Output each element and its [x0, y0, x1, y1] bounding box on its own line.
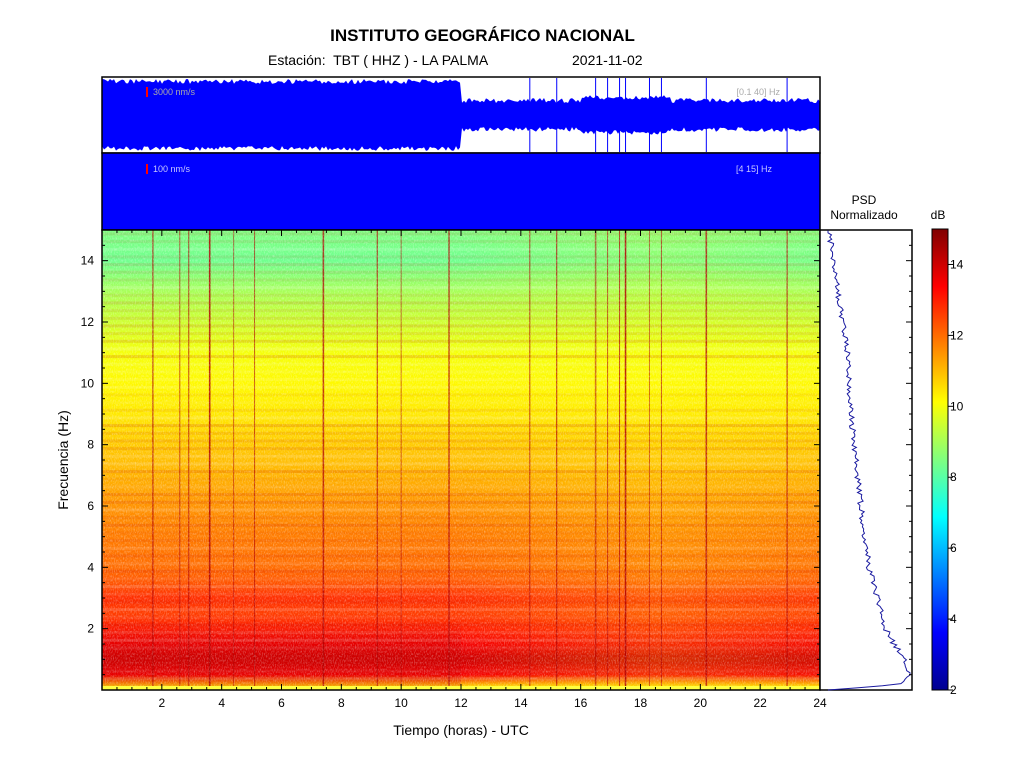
- x-tick-label: 2: [158, 696, 165, 710]
- y-tick-label: 6: [87, 499, 94, 513]
- x-tick-label: 16: [574, 696, 588, 710]
- colorbar: dB 2 4 6 8 10 12 14: [931, 208, 964, 697]
- broadband-seismogram: [102, 78, 820, 152]
- psd-title: PSD: [852, 193, 877, 207]
- x-tick-label: 20: [694, 696, 708, 710]
- colorbar-tick-label: 2: [950, 683, 957, 697]
- psd-subtitle: Normalizado: [830, 208, 898, 222]
- x-tick-label: 10: [394, 696, 408, 710]
- y-tick-label: 8: [87, 438, 94, 452]
- x-tick-label: 22: [753, 696, 767, 710]
- trace-panel-broadband: 3000 nm/s [0.1 40] Hz: [101, 76, 821, 154]
- x-tick-label: 6: [278, 696, 285, 710]
- station-label: Estación: TBT ( HHZ ) - LA PALMA: [268, 52, 489, 68]
- trace-envelope: [102, 79, 820, 151]
- x-tick-label: 24: [813, 696, 827, 710]
- colorbar-tick-label: 8: [950, 470, 957, 484]
- colorbar-tick-label: 12: [950, 328, 964, 342]
- x-tick-label: 8: [338, 696, 345, 710]
- colorbar-tick-label: 10: [950, 399, 964, 413]
- colorbar-unit: dB: [931, 208, 946, 222]
- spectrogram-noise-texture: [102, 230, 820, 690]
- date-label: 2021-11-02: [572, 52, 643, 68]
- x-tick-label: 4: [218, 696, 225, 710]
- y-tick-label: 10: [81, 376, 95, 390]
- scale-marker: [146, 87, 148, 97]
- psd-curve: [826, 230, 911, 691]
- x-tick-label: 14: [514, 696, 528, 710]
- y-tick-label: 4: [87, 560, 94, 574]
- x-tick-label: 18: [634, 696, 648, 710]
- spectrogram-plot-area: [102, 230, 820, 690]
- x-tick-label: 12: [454, 696, 468, 710]
- y-tick-label: 2: [87, 622, 94, 636]
- institution-title: INSTITUTO GEOGRÁFICO NACIONAL: [330, 26, 635, 45]
- scale-marker: [146, 164, 148, 174]
- filtered-seismogram: [102, 153, 820, 230]
- trace2-scale-label: 100 nm/s: [153, 164, 191, 174]
- y-axis-title: Frecuencia (Hz): [55, 410, 71, 510]
- x-axis-title: Tiempo (horas) - UTC: [393, 722, 529, 738]
- trace1-scale-label: 3000 nm/s: [153, 87, 196, 97]
- trace1-band-label: [0.1 40] Hz: [736, 87, 780, 97]
- colorbar-gradient: [931, 228, 949, 691]
- colorbar-tick-label: 14: [950, 257, 964, 271]
- trace2-band-label: [4 15] Hz: [736, 164, 773, 174]
- y-tick-label: 12: [81, 315, 95, 329]
- y-tick-label: 14: [81, 254, 95, 268]
- psd-panel: PSD Normalizado: [819, 193, 913, 691]
- colorbar-tick-label: 6: [950, 541, 957, 555]
- trace-panel-filtered: 100 nm/s [4 15] Hz: [101, 152, 821, 231]
- colorbar-tick-label: 4: [950, 612, 957, 626]
